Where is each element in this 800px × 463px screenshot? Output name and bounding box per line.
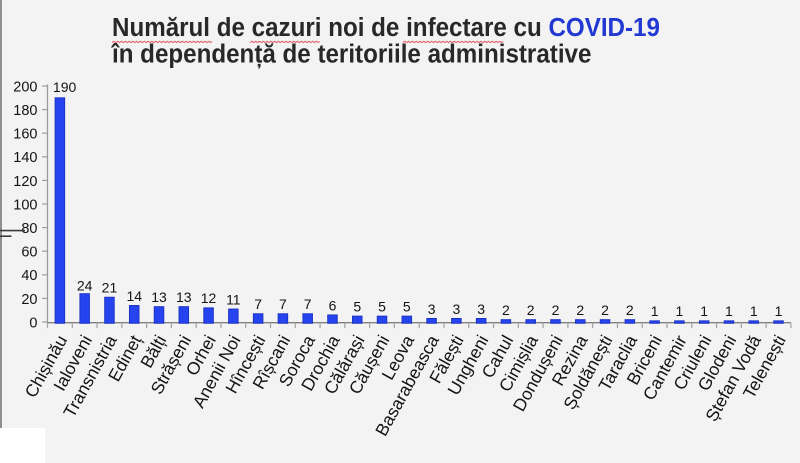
svg-text:3: 3 [477,301,485,317]
svg-text:7: 7 [279,296,287,312]
svg-text:1: 1 [775,303,783,319]
svg-text:2: 2 [626,302,634,318]
svg-text:20: 20 [21,292,37,308]
svg-text:120: 120 [13,174,37,190]
svg-text:13: 13 [176,289,192,305]
svg-text:6: 6 [329,297,337,313]
svg-text:140: 140 [13,150,37,166]
svg-text:21: 21 [102,280,118,296]
svg-text:100: 100 [13,197,37,213]
svg-text:190: 190 [53,79,77,95]
svg-text:1: 1 [700,303,708,319]
svg-text:1: 1 [725,303,733,319]
svg-text:60: 60 [21,245,37,261]
svg-text:1: 1 [750,303,758,319]
svg-text:24: 24 [77,277,93,293]
svg-text:5: 5 [403,299,411,315]
svg-text:14: 14 [126,288,142,304]
svg-text:180: 180 [13,103,37,119]
svg-text:2: 2 [527,302,535,318]
svg-text:2: 2 [502,302,510,318]
svg-text:Numărul de cazuri noi de infec: Numărul de cazuri noi de infectare cu CO… [112,13,660,42]
svg-text:3: 3 [428,301,436,317]
svg-text:2: 2 [601,302,609,318]
svg-text:3: 3 [452,301,460,317]
svg-text:200: 200 [13,79,37,95]
svg-text:7: 7 [304,296,312,312]
svg-text:12: 12 [201,290,217,306]
svg-text:5: 5 [353,299,361,315]
svg-text:5: 5 [378,299,386,315]
svg-text:2: 2 [552,302,560,318]
svg-text:1: 1 [651,303,659,319]
svg-text:40: 40 [21,268,37,284]
svg-text:0: 0 [29,315,37,331]
svg-text:11: 11 [226,291,241,307]
svg-text:în dependență de teritoriile a: în dependență de teritoriile administrat… [110,40,591,69]
svg-text:80: 80 [21,221,37,237]
svg-text:2: 2 [576,302,584,318]
svg-text:13: 13 [151,289,167,305]
svg-text:1: 1 [675,303,683,319]
svg-text:7: 7 [254,296,262,312]
svg-text:160: 160 [13,127,37,143]
